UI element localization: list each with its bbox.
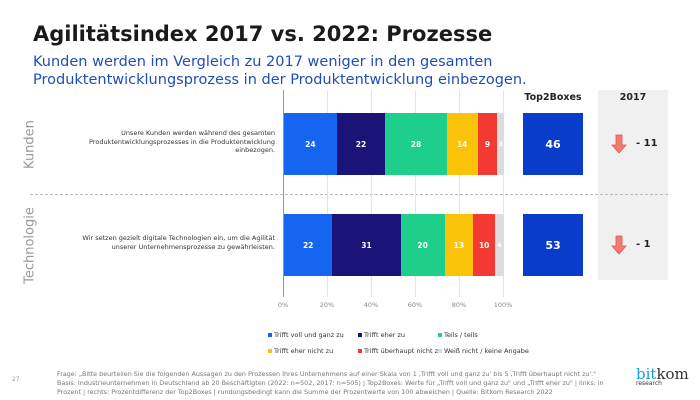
bar-value-label: 22 [355,139,367,149]
bar-value-label: 14 [456,139,468,149]
bar-value-label: 24 [305,139,316,149]
legend-swatch [268,333,272,337]
legend-item: Teils / teils [438,331,478,339]
bar-segment: 14 [446,113,478,175]
category-label: Technologie [22,207,38,284]
legend-swatch [358,349,362,353]
legend-label: Teils / teils [444,331,478,339]
bar-segment: 22 [336,113,386,175]
legend-swatch [438,333,442,337]
legend-item: Trifft überhaupt nicht zu [358,347,442,355]
top2-box: 53 [523,214,583,276]
subtitle: Kunden werden im Vergleich zu 2017 wenig… [33,54,527,88]
top2-value: 53 [545,238,561,252]
bar-value-label: 10 [478,240,490,250]
bar-segment: 20 [400,214,445,276]
gridline [371,90,372,297]
bar-segment: 22 [284,214,333,276]
legend-swatch [438,349,442,353]
bar-value-label: 22 [302,240,314,250]
bar-segment: 13 [444,214,474,276]
arrow-down-icon [611,235,627,259]
footer-note: Frage: „Bitte beurteilen Sie die folgend… [57,370,604,396]
bar-value-label: 31 [361,240,372,250]
bar-segment: 31 [332,214,401,276]
legend-item: Trifft voll und ganz zu [268,331,344,339]
x-tick-label: 40% [363,301,379,309]
top2-value: 46 [545,137,561,151]
bar-segment: 10 [473,214,496,276]
top2-box: 46 [523,113,583,175]
x-tick-label: 20% [319,301,335,309]
bar-value-label: 4 [497,241,502,249]
x-tick-label: 60% [407,301,423,309]
bar-value-label: 9 [484,139,491,149]
diff-column-bg [598,90,668,280]
legend-label: Trifft überhaupt nicht zu [364,347,443,355]
axis-line [283,90,284,297]
bar-value-label: 13 [453,240,465,250]
x-tick-label: 0% [277,301,289,309]
bar-value-label: 28 [410,139,422,149]
gridline [459,90,460,297]
gridline [415,90,416,297]
x-tick-label: 100% [493,301,513,309]
bar-value-label: 20 [417,240,428,250]
legend-item: Trifft eher nicht zu [268,347,333,355]
statement-text: Wir setzen gezielt digitale Technologien… [82,234,275,251]
legend-label: Trifft eher zu [364,331,405,339]
diff-value: - 1 [636,239,651,250]
legend-label: Trifft voll und ganz zu [274,331,344,339]
bar-value-label: 3 [498,140,503,148]
diff-header: 2017 [619,92,647,103]
legend-label: Trifft eher nicht zu [274,347,334,355]
bar-segment: 28 [385,113,447,175]
legend-swatch [268,349,272,353]
bar-segment: 4 [495,214,504,276]
row-divider [30,194,668,195]
gridline [327,90,328,297]
page-title: Agilitätsindex 2017 vs. 2022: Prozesse [33,22,493,46]
legend-item: Weiß nicht / keine Angabe [438,347,529,355]
gridline [503,90,504,297]
bar-segment: 3 [497,113,504,175]
bar-segment: 24 [284,113,337,175]
page-number: 27 [12,376,20,383]
bar-segment: 9 [477,113,498,175]
legend-label: Weiß nicht / keine Angabe [444,347,529,355]
legend-item: Trifft eher zu [358,331,405,339]
diff-value: - 11 [636,138,658,149]
top2-header: Top2Boxes [524,92,582,103]
bitkom-logo: bitkom research [636,365,689,387]
x-tick-label: 80% [451,301,467,309]
statement-text: Unsere Kunden werden während des gesamte… [89,129,275,154]
arrow-down-icon [611,134,627,158]
legend-swatch [358,333,362,337]
